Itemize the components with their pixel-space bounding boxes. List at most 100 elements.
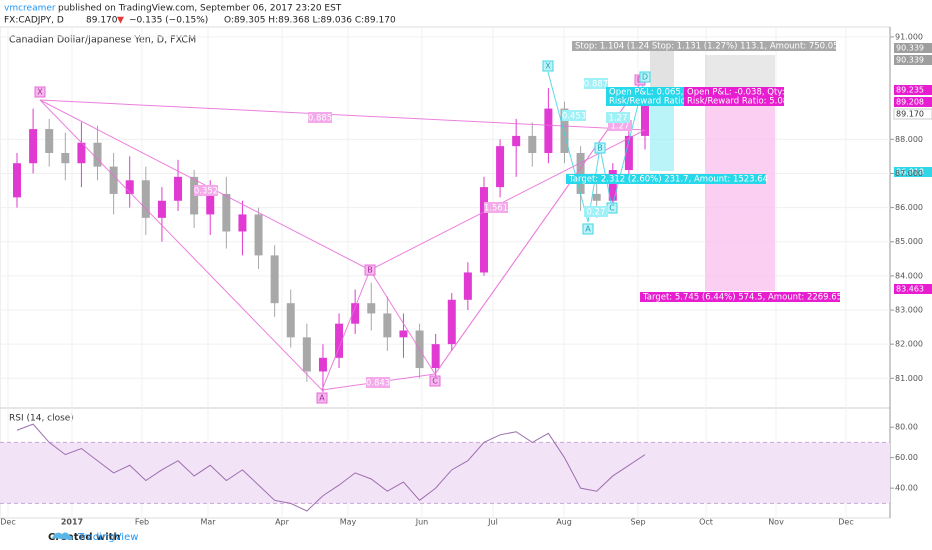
rsi-title: RSI (14, close) [9, 414, 74, 424]
price-label: 83.463 [896, 285, 924, 294]
price-label: 89.170 [896, 110, 924, 119]
candle-body [351, 303, 360, 324]
candle-body [512, 135, 521, 147]
position-label: Risk/Reward Ratio [609, 97, 686, 107]
position-label: Target: 5.745 (6.44%) 574.5, Amount: 226… [642, 293, 842, 303]
candle-body [206, 193, 215, 215]
ratio-label: 0.843 [366, 379, 390, 389]
arrow: ▼ [117, 16, 124, 26]
y-tick-label: 82.000 [895, 340, 923, 349]
rsi-band [0, 442, 890, 504]
x-tick-label: 2017 [61, 518, 83, 527]
y-tick-label: 87.000 [895, 169, 923, 178]
ratio-box [484, 202, 508, 213]
author[interactable]: vmcreamer [4, 4, 56, 14]
y-tick-label: 85.000 [895, 237, 923, 246]
candle-body [13, 163, 21, 198]
y-tick-label: 80.00 [895, 423, 918, 432]
pattern-point: A [319, 394, 325, 403]
candle-body [335, 323, 344, 358]
change: −0.135 (−0.15%) [129, 16, 208, 26]
candle-body [560, 108, 569, 153]
position-label-box [572, 41, 836, 51]
pattern-point: A [585, 225, 591, 234]
ratio-box [608, 120, 632, 131]
price-label: 89.235 [896, 86, 924, 95]
ratio-box [562, 110, 586, 121]
pattern-point-box [639, 71, 651, 83]
candle-body [157, 200, 166, 218]
position-label: Open P&L: -0.038, Qty: 221 [687, 88, 804, 98]
pattern-point: B [367, 266, 373, 275]
ratio-box [194, 185, 218, 196]
x-tick-label: Feb [135, 518, 149, 527]
ratio-box [584, 78, 608, 89]
pattern-point-box [316, 392, 328, 404]
candle-body [254, 214, 263, 256]
price-label-box [894, 43, 932, 53]
price-label: 86.918 [896, 168, 924, 177]
candle-body [45, 129, 54, 153]
candle-body [286, 303, 295, 338]
candle-body [641, 99, 649, 136]
pattern-point-box [364, 264, 376, 276]
candle-body [125, 180, 134, 194]
candle-body [238, 214, 247, 232]
position-label-box [606, 96, 684, 106]
pattern-point: D [642, 73, 648, 82]
footer-brand[interactable]: TradingView [77, 532, 138, 543]
candle-body [141, 180, 150, 218]
pattern-line [39, 99, 646, 131]
candle-body [463, 272, 472, 300]
chart-title: Canadian Dollar/Japanese Yen, D, FXCM [9, 35, 196, 46]
pattern-point-box [429, 375, 441, 387]
y-tick-label: 91.000 [895, 32, 923, 41]
footer-created: Created with [48, 532, 121, 543]
y-tick-label: 88.000 [895, 135, 923, 144]
candle-body [29, 129, 38, 164]
position-label-box [684, 96, 784, 106]
candle-body [270, 255, 279, 304]
x-tick-label: Dec [0, 518, 15, 527]
ratio-label: 0.885 [308, 114, 332, 124]
candle-body [479, 187, 488, 273]
rsi-line [16, 423, 646, 512]
candle-body [318, 357, 327, 372]
y-tick-label: 60.00 [895, 453, 918, 462]
pattern-point: C [609, 204, 615, 213]
y-tick-label: 40.00 [895, 484, 918, 493]
candle-body [222, 193, 231, 232]
pattern-point: B [597, 144, 603, 153]
candle-body [431, 344, 440, 369]
x-tick-label: Sep [630, 518, 645, 527]
candle-body [61, 152, 70, 164]
ratio-label: 0.352 [194, 187, 218, 197]
price-label: 89.208 [896, 98, 924, 107]
position-label: Risk/Reward Ratio: 5.08 [687, 97, 788, 107]
ratio-box [366, 377, 390, 388]
y-tick-label: 86.000 [895, 203, 923, 212]
ratio-box [308, 112, 332, 123]
ratio-box [606, 112, 630, 123]
y-tick-label: 84.000 [895, 271, 923, 280]
pattern-point-box [582, 223, 594, 235]
pattern-point-box [542, 60, 554, 72]
ohlc: O:89.305 H:89.368 L:89.036 C:89.170 [224, 16, 396, 26]
last: 89.170 [86, 16, 118, 26]
position-label: Open P&L: 0.065, [609, 88, 684, 98]
candle-body [399, 330, 408, 338]
x-tick-label: Oct [699, 518, 713, 527]
price-label-box [894, 284, 932, 294]
candle-body [624, 135, 633, 171]
short-target-zone [705, 94, 775, 291]
candle-body [496, 146, 505, 188]
x-tick-label: Mar [200, 518, 216, 527]
y-tick-label: 83.000 [895, 306, 923, 315]
position-label: Stop: 1.104 (1.24 Stop: 1.131 (1.27%) 11… [575, 42, 839, 52]
ratio-label: 1.561 [484, 204, 508, 214]
x-tick-label: Aug [556, 518, 572, 527]
candle-body [544, 108, 553, 153]
candle-body [93, 142, 102, 167]
long-target-zone [650, 95, 674, 171]
